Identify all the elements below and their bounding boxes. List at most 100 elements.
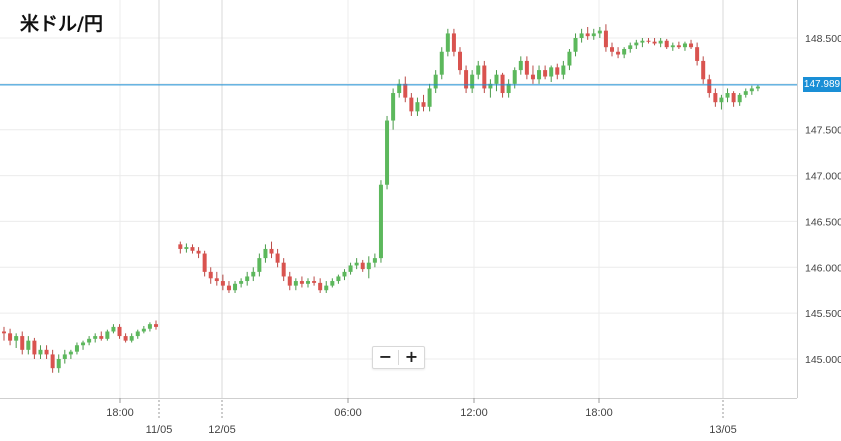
candle-body	[184, 247, 189, 249]
candle	[597, 26, 602, 38]
candle	[147, 322, 152, 332]
candle-body	[263, 248, 268, 259]
candle-body	[275, 253, 280, 263]
candle	[439, 47, 444, 80]
candle	[445, 28, 450, 57]
candle-body	[409, 97, 414, 112]
candle	[652, 38, 657, 46]
candle	[421, 94, 426, 112]
candle	[385, 115, 390, 190]
candle	[743, 88, 748, 98]
candle	[184, 243, 189, 253]
candle-body	[360, 262, 365, 270]
candle	[233, 281, 238, 293]
zoom-divider	[398, 350, 399, 365]
candle-body	[318, 282, 323, 291]
x-tick-label: 06:00	[334, 407, 362, 419]
candle	[38, 345, 43, 359]
candle-body	[154, 324, 158, 327]
candle	[561, 60, 566, 80]
candle	[458, 47, 462, 75]
candle-body	[111, 326, 116, 332]
candle-body	[458, 51, 462, 71]
candle-body	[640, 40, 645, 43]
candle-body	[336, 276, 341, 282]
candle-body	[725, 93, 730, 98]
candle	[360, 259, 365, 272]
candle	[141, 325, 146, 334]
candle-body	[105, 331, 110, 339]
candle-body	[141, 328, 146, 332]
candle-body	[646, 40, 651, 42]
candle	[111, 324, 116, 334]
candle	[725, 88, 730, 103]
candle	[530, 65, 535, 84]
candle	[470, 70, 475, 94]
candle-body	[366, 262, 371, 270]
candle	[719, 94, 724, 110]
candle	[737, 93, 742, 106]
candle-body	[56, 359, 61, 369]
candle-body	[439, 51, 444, 75]
candle-body	[500, 74, 505, 94]
candle-body	[512, 70, 517, 84]
candle	[81, 340, 86, 350]
candle-body	[44, 349, 49, 355]
candle	[567, 49, 572, 71]
candle	[464, 65, 469, 94]
candle-body	[494, 74, 499, 84]
candle-body	[603, 30, 608, 48]
candle	[336, 274, 341, 284]
y-tick-label: 147.000	[805, 171, 841, 183]
zoom-in-button[interactable]: +	[404, 347, 419, 366]
candle	[105, 329, 110, 341]
candle	[348, 262, 353, 275]
date-label: 13/05	[709, 424, 737, 436]
candle-body	[202, 253, 207, 272]
candle-body	[403, 83, 408, 98]
candle-body	[755, 86, 760, 89]
candle	[372, 253, 377, 268]
candle-body	[737, 94, 742, 103]
candle	[658, 38, 663, 48]
candle-body	[348, 265, 353, 272]
candle-body	[427, 88, 432, 107]
x-tick-label: 18:00	[585, 407, 613, 419]
candle	[342, 269, 347, 281]
candle-body	[524, 60, 529, 75]
candle	[263, 244, 268, 263]
candle-body	[622, 49, 627, 55]
candle	[427, 83, 432, 112]
x-axis: 18:00 06:00 12:00 18:00 11/05 12/05 13/05	[106, 398, 737, 436]
candle-body	[214, 278, 219, 282]
candle-body	[555, 67, 560, 75]
candle	[537, 65, 542, 84]
candle	[731, 91, 736, 107]
candle	[20, 331, 25, 355]
x-tick-label: 18:00	[106, 407, 134, 419]
candle-body	[226, 285, 231, 291]
candle	[269, 241, 274, 259]
candle	[87, 336, 92, 346]
candle	[44, 345, 49, 359]
candle	[208, 267, 213, 284]
candle-body	[689, 43, 694, 48]
candle-body	[306, 281, 310, 284]
candle	[749, 85, 754, 95]
candle	[2, 326, 6, 341]
candle-body	[178, 244, 183, 249]
candle-body	[451, 33, 456, 52]
candle-body	[26, 340, 31, 350]
candle-body	[634, 42, 639, 46]
candle-body	[391, 93, 396, 121]
candlesticks	[2, 24, 760, 373]
candle	[603, 24, 608, 52]
candle	[74, 342, 79, 355]
candle	[488, 79, 493, 98]
candle-body	[99, 336, 104, 339]
y-tick-label: 146.000	[805, 262, 841, 274]
zoom-out-button[interactable]: −	[378, 347, 393, 366]
candle	[214, 271, 219, 286]
candle	[68, 349, 73, 359]
